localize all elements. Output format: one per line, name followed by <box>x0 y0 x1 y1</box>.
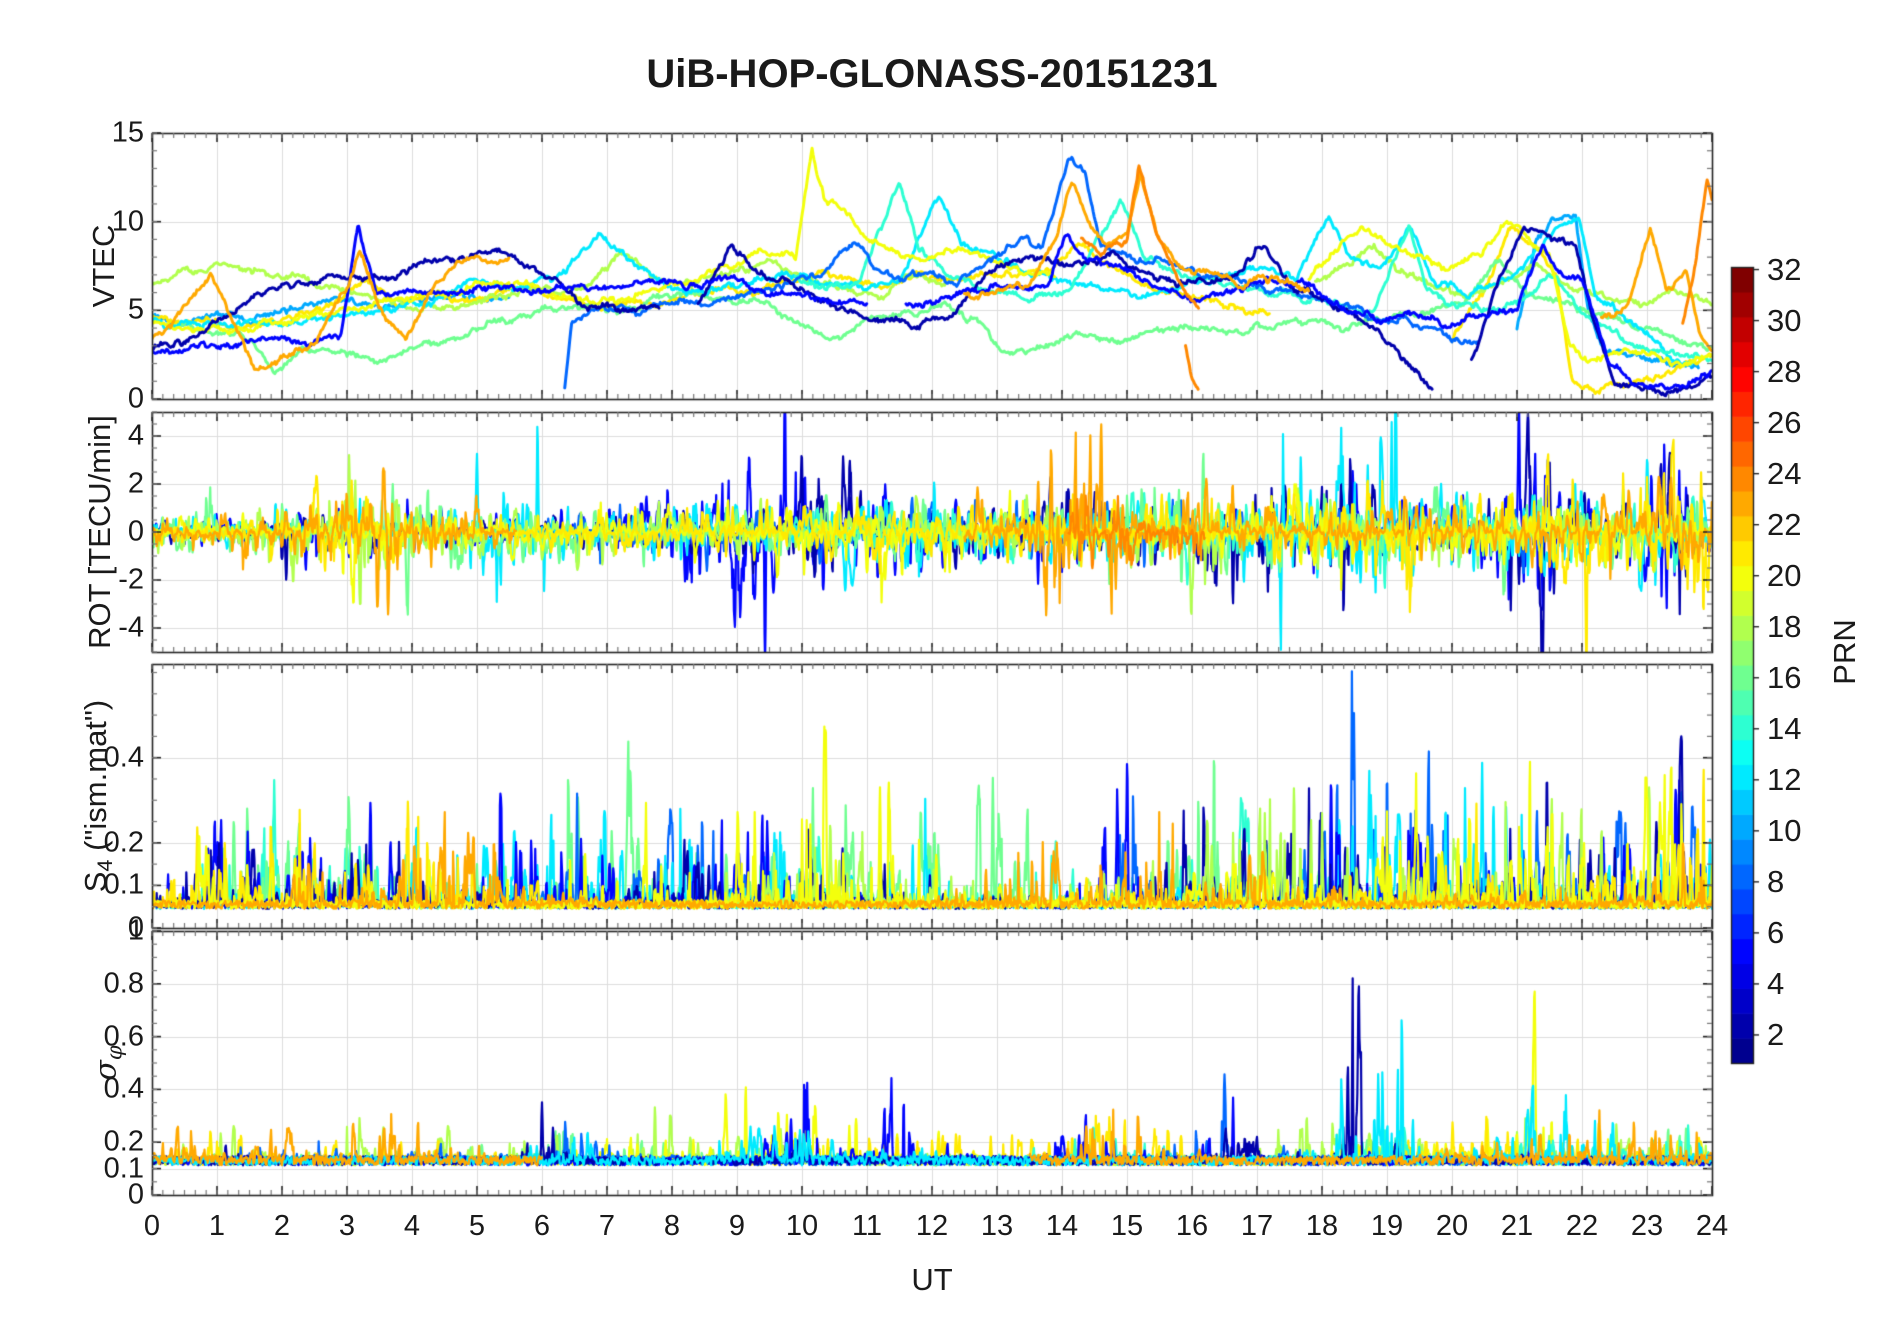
chart-title: UiB-HOP-GLONASS-20151231 <box>646 52 1218 96</box>
colorbar-tick-4: 4 <box>1767 965 1785 1001</box>
xtick-10: 10 <box>785 1210 819 1242</box>
xtick-3: 3 <box>338 1210 356 1242</box>
xtick-1: 1 <box>208 1210 226 1242</box>
ytick-sigma_phi-0.2: 0.2 <box>103 1125 144 1158</box>
colorbar-tick-14: 14 <box>1767 710 1802 746</box>
xtick-24: 24 <box>1695 1210 1729 1242</box>
xtick-17: 17 <box>1240 1210 1274 1242</box>
ytick-s4-0: 0 <box>127 911 144 944</box>
colorbar-tick-20: 20 <box>1767 557 1802 593</box>
ytick-sigma_phi-0.6: 0.6 <box>103 1020 144 1053</box>
y-axis-label-s4: S4 ("ism.mat") <box>78 700 117 893</box>
colorbar-tick-30: 30 <box>1767 302 1802 338</box>
colorbar-tick-2: 2 <box>1767 1016 1785 1052</box>
colorbar-label: PRN <box>1827 619 1862 685</box>
xtick-2: 2 <box>273 1210 291 1242</box>
xtick-15: 15 <box>1110 1210 1144 1242</box>
x-axis-label: UT <box>911 1262 953 1297</box>
colorbar-tick-8: 8 <box>1767 863 1785 899</box>
ytick-s4-0.1: 0.1 <box>103 868 144 901</box>
ytick-rot--2: -2 <box>118 563 144 596</box>
colorbar-tick-26: 26 <box>1767 404 1802 440</box>
ytick-sigma_phi-0.8: 0.8 <box>103 967 144 1000</box>
colorbar-tick-24: 24 <box>1767 455 1802 491</box>
ytick-vtec-5: 5 <box>127 293 144 326</box>
colorbar-tick-16: 16 <box>1767 659 1802 695</box>
ytick-sigma_phi-1: 1 <box>127 914 144 947</box>
ytick-rot-0: 0 <box>127 515 144 548</box>
ytick-vtec-15: 15 <box>111 116 144 149</box>
ytick-sigma_phi-0.4: 0.4 <box>103 1072 144 1105</box>
xtick-14: 14 <box>1045 1210 1079 1242</box>
xtick-12: 12 <box>915 1210 949 1242</box>
xtick-22: 22 <box>1565 1210 1599 1242</box>
xtick-9: 9 <box>728 1210 746 1242</box>
xtick-8: 8 <box>663 1210 681 1242</box>
xtick-5: 5 <box>468 1210 486 1242</box>
ytick-vtec-0: 0 <box>127 382 144 415</box>
ytick-sigma_phi-0.1: 0.1 <box>103 1152 144 1185</box>
xtick-7: 7 <box>598 1210 616 1242</box>
xtick-18: 18 <box>1305 1210 1339 1242</box>
xtick-21: 21 <box>1500 1210 1534 1242</box>
colorbar-tick-6: 6 <box>1767 914 1785 950</box>
ytick-s4-0.2: 0.2 <box>103 826 144 859</box>
xtick-19: 19 <box>1370 1210 1404 1242</box>
ytick-rot--4: -4 <box>118 611 144 644</box>
ytick-sigma_phi-0: 0 <box>127 1178 144 1211</box>
xtick-4: 4 <box>403 1210 421 1242</box>
ytick-rot-2: 2 <box>127 467 144 500</box>
colorbar-tick-32: 32 <box>1767 251 1802 287</box>
colorbar-tick-22: 22 <box>1767 506 1802 542</box>
xtick-16: 16 <box>1175 1210 1209 1242</box>
colorbar-tick-12: 12 <box>1767 761 1802 797</box>
xtick-23: 23 <box>1630 1210 1664 1242</box>
xtick-13: 13 <box>980 1210 1014 1242</box>
colorbar-tick-28: 28 <box>1767 353 1802 389</box>
colorbar-tick-18: 18 <box>1767 608 1802 644</box>
ytick-s4-0.4: 0.4 <box>103 741 144 774</box>
ytick-rot-4: 4 <box>127 419 144 452</box>
ytick-vtec-10: 10 <box>111 205 144 238</box>
xtick-20: 20 <box>1435 1210 1469 1242</box>
colorbar-tick-10: 10 <box>1767 812 1802 848</box>
xtick-0: 0 <box>143 1210 161 1242</box>
xtick-11: 11 <box>851 1210 883 1242</box>
xtick-6: 6 <box>533 1210 551 1242</box>
